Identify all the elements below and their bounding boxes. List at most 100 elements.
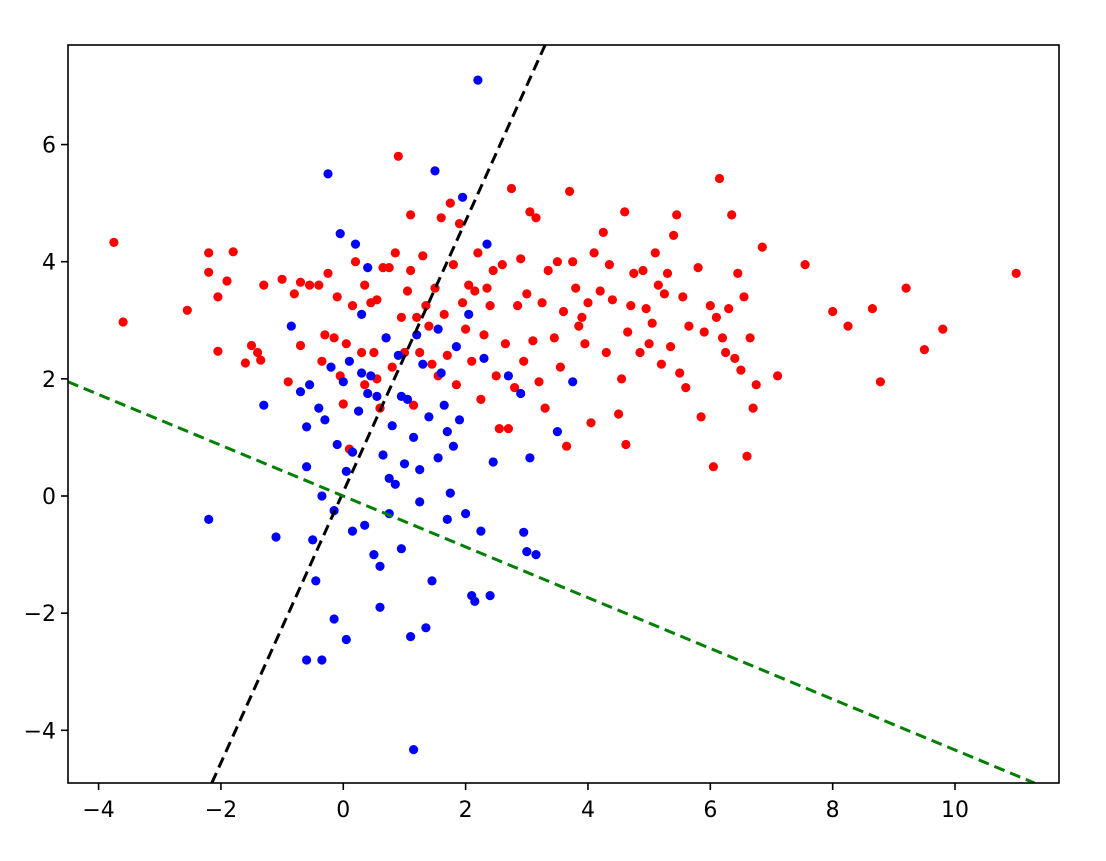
data-point (537, 298, 547, 308)
reference-line (68, 380, 1036, 783)
data-point (271, 532, 281, 542)
x-tick-label: 0 (336, 798, 350, 823)
data-point (396, 312, 406, 322)
data-point (727, 210, 737, 220)
data-point (354, 406, 364, 416)
data-point (451, 380, 461, 390)
data-point (621, 439, 631, 450)
data-point (256, 355, 266, 365)
data-point (705, 301, 715, 311)
data-point (513, 301, 523, 311)
data-point (555, 362, 566, 372)
data-point (531, 213, 541, 223)
data-point (283, 377, 293, 387)
data-point (418, 251, 428, 261)
data-point (372, 295, 382, 305)
data-point (433, 324, 443, 334)
data-point (305, 380, 315, 390)
data-point (427, 576, 437, 586)
data-point (800, 260, 810, 270)
data-point (675, 368, 685, 378)
data-point (393, 151, 403, 161)
data-point (409, 745, 419, 755)
data-point (617, 374, 627, 384)
data-point (503, 371, 513, 381)
data-point (286, 321, 296, 331)
data-point (558, 306, 569, 317)
data-point (867, 304, 878, 314)
data-point (317, 356, 327, 366)
data-point (672, 210, 682, 220)
data-point (454, 415, 465, 425)
data-point (552, 257, 563, 267)
data-point (302, 422, 312, 432)
data-point (451, 342, 461, 352)
x-tick-label: 8 (826, 798, 840, 823)
data-point (601, 347, 611, 358)
data-point (509, 383, 520, 393)
data-point (402, 286, 413, 296)
data-point (375, 602, 385, 612)
data-point (363, 388, 373, 399)
data-point (461, 324, 471, 334)
data-point (320, 330, 330, 340)
data-point (360, 280, 370, 290)
data-point (522, 289, 532, 299)
data-point (525, 207, 535, 217)
data-point (424, 321, 434, 331)
data-point (549, 333, 559, 343)
data-point (491, 371, 501, 381)
data-point (519, 356, 529, 366)
data-point (669, 230, 679, 240)
data-point (421, 301, 431, 311)
data-point (479, 330, 489, 340)
data-point (357, 368, 367, 378)
data-point (341, 466, 351, 476)
data-point (302, 462, 312, 472)
y-axis: −4 −2 0 2 4 6 (24, 134, 68, 744)
data-point (329, 614, 339, 624)
data-point (656, 359, 667, 369)
data-point (323, 268, 333, 278)
data-point (528, 336, 538, 346)
data-point (662, 268, 673, 278)
data-point (574, 321, 584, 331)
data-point (305, 280, 315, 290)
data-point (406, 632, 416, 642)
data-point (736, 365, 746, 375)
data-point (396, 544, 406, 554)
data-point (644, 339, 654, 349)
data-point (531, 550, 541, 560)
data-point (919, 345, 930, 355)
data-point (360, 520, 370, 530)
data-point (338, 399, 348, 409)
data-point (693, 263, 703, 273)
data-point (458, 192, 468, 202)
data-point (473, 248, 483, 258)
data-point (253, 347, 263, 358)
data-point (470, 286, 480, 296)
y-tick-label: 2 (42, 368, 56, 393)
data-point (332, 439, 342, 450)
data-point (522, 547, 532, 557)
data-point (406, 210, 416, 220)
data-point (442, 514, 452, 525)
data-point (516, 388, 526, 399)
data-point (329, 333, 339, 343)
data-point (534, 377, 544, 387)
data-point (607, 295, 618, 305)
data-point (295, 340, 306, 351)
data-point (347, 447, 358, 457)
data-point (442, 427, 452, 437)
data-point (721, 347, 731, 358)
data-point (289, 289, 299, 299)
data-point (384, 473, 394, 483)
data-point (357, 347, 367, 358)
data-point (614, 409, 624, 419)
data-point (650, 248, 660, 258)
x-tick-label: 10 (941, 798, 969, 823)
data-point (641, 304, 651, 314)
data-point (445, 198, 455, 208)
data-point (519, 527, 529, 537)
data-point (464, 280, 474, 290)
